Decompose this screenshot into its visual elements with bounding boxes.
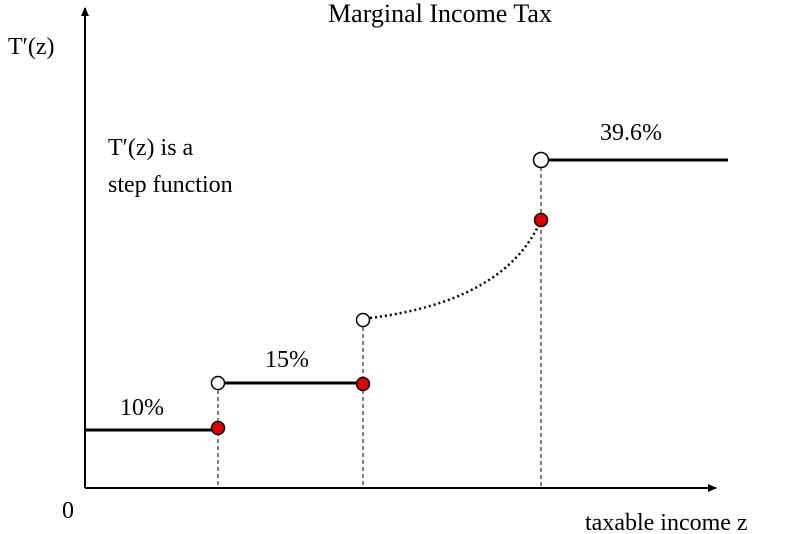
segment-label: 10% [120, 395, 164, 421]
steps [85, 158, 728, 432]
annotation: step function [108, 172, 233, 198]
origin: 0 [62, 498, 74, 524]
y-label: T′(z) [8, 34, 55, 60]
guides [217, 160, 542, 488]
title: Marginal Income Tax [328, 0, 552, 28]
annotation: T′(z) is a [108, 135, 194, 161]
segment-label: 15% [265, 347, 309, 373]
curve [369, 219, 543, 320]
segment-label: 39.6% [600, 120, 662, 146]
x-label: taxable income z [585, 510, 748, 534]
dots [210, 151, 550, 436]
